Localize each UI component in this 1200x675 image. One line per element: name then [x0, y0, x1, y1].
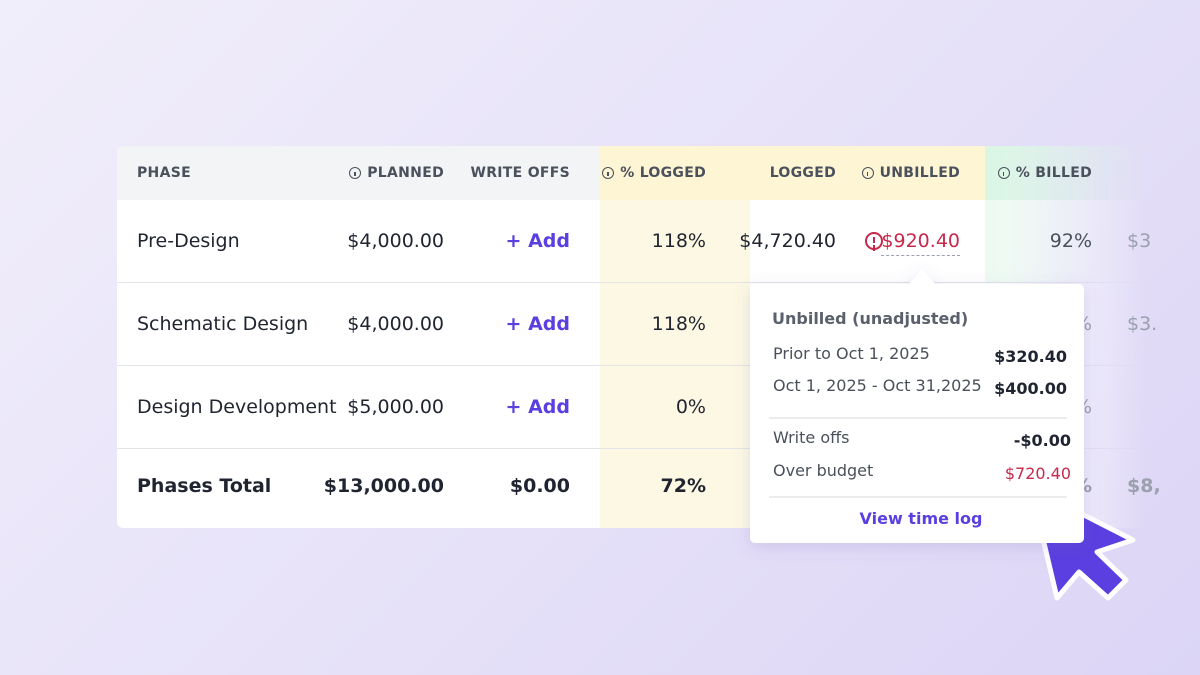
phase-cell: Schematic Design [137, 313, 309, 335]
header-text: PHASE [137, 165, 191, 181]
pct-logged-cell: 118% [651, 230, 706, 252]
logged-cell: $4,720.40 [739, 230, 836, 252]
tooltip-value: $320.40 [994, 347, 1067, 366]
tooltip-label: Oct 1, 2025 - Oct 31,2025 [773, 376, 982, 395]
tooltip-label: Write offs [773, 428, 850, 447]
column-header: WRITE OFFS [470, 163, 570, 183]
pct-logged-cell: 0% [675, 396, 706, 418]
tooltip-value: $720.40 [1004, 464, 1071, 483]
info-icon[interactable] [349, 167, 362, 179]
logged-column-bg [600, 200, 750, 528]
planned-cell: $13,000.00 [323, 475, 444, 497]
info-icon[interactable] [602, 167, 615, 179]
phase-cell: Pre-Design [137, 230, 240, 252]
phase-cell: Phases Total [137, 475, 272, 497]
header-text: UNBILLED [879, 165, 960, 181]
write-offs-cell[interactable]: + Add [505, 230, 570, 252]
row-divider [117, 365, 1147, 366]
view-time-log-link[interactable]: View time log [859, 509, 983, 528]
column-header: PHASE [137, 163, 191, 183]
pct-billed-cell: 92% [1049, 230, 1092, 252]
column-header: % LOGGED [602, 163, 706, 183]
phase-cell: Design Development [137, 396, 337, 418]
pct-billed-cell: % [1072, 475, 1092, 497]
info-icon[interactable] [997, 167, 1010, 179]
column-header: LOGGED [770, 163, 836, 183]
header-text: WRITE OFFS [470, 165, 570, 181]
warning-mark [873, 237, 875, 243]
write-offs-cell[interactable]: + Add [505, 396, 570, 418]
tooltip-label: Prior to Oct 1, 2025 [773, 344, 930, 363]
write-offs-cell: $0.00 [509, 475, 570, 497]
tooltip-value: -$0.00 [1013, 431, 1071, 450]
pct-billed-cell: % [1073, 396, 1092, 418]
billed-column-bg [985, 200, 1147, 282]
row-divider [117, 282, 1147, 283]
header-text: PLANNED [367, 165, 444, 181]
row-divider [117, 448, 1147, 449]
header-text: % LOGGED [620, 165, 706, 181]
tooltip-label: Over budget [773, 461, 874, 480]
header-bg-billed [985, 146, 1147, 200]
tooltip-title: Unbilled (unadjusted) [772, 309, 969, 328]
info-icon[interactable] [861, 167, 874, 179]
unbilled-cell: $920.40 [881, 229, 960, 256]
column-header: PLANNED [349, 163, 444, 183]
pct-logged-cell: 72% [660, 475, 706, 497]
column-header: % BILLED [997, 163, 1092, 183]
tooltip-value: $400.00 [994, 379, 1067, 398]
table [117, 146, 1147, 528]
pct-billed-cell: % [1073, 313, 1092, 335]
next-cell: $3. [1127, 313, 1158, 335]
header-text: % BILLED [1015, 165, 1092, 181]
write-offs-cell[interactable]: + Add [505, 313, 570, 335]
warning-icon [865, 232, 883, 250]
header-bg-logged [600, 146, 985, 200]
planned-cell: $5,000.00 [347, 396, 444, 418]
pct-logged-cell: 118% [651, 313, 706, 335]
column-header: UNBILLED [861, 163, 960, 183]
planned-cell: $4,000.00 [347, 313, 444, 335]
next-cell: $8, [1127, 475, 1161, 497]
header-text: LOGGED [769, 165, 836, 181]
planned-cell: $4,000.00 [347, 230, 444, 252]
next-cell: $3 [1127, 230, 1152, 252]
